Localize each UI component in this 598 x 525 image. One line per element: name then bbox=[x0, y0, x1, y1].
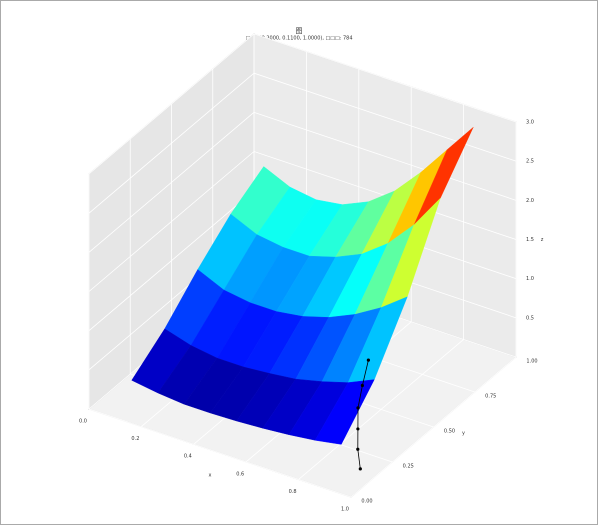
y-tick-label: 0.75 bbox=[485, 394, 496, 400]
z-tick-label: 3.0 bbox=[526, 120, 534, 126]
grid-line bbox=[88, 72, 255, 214]
path-point bbox=[356, 406, 360, 410]
path-point bbox=[356, 447, 360, 451]
path-point bbox=[366, 358, 370, 362]
z-tick-label: 2.5 bbox=[526, 159, 534, 165]
z-tick-label: 0.5 bbox=[526, 315, 534, 321]
x-tick-label: 1.0 bbox=[341, 507, 349, 513]
grid-line bbox=[253, 111, 517, 201]
z-tick-label: 1.5 bbox=[526, 237, 534, 243]
z-tick-label: 2.0 bbox=[526, 198, 534, 204]
y-tick-label: 0.50 bbox=[444, 429, 455, 435]
grid-line bbox=[88, 151, 255, 292]
x-tick-label: 0.8 bbox=[289, 489, 297, 495]
grid-line bbox=[88, 190, 255, 331]
surface-patch bbox=[314, 379, 375, 445]
x-tick-label: 0.4 bbox=[184, 454, 192, 460]
grid-line bbox=[88, 112, 255, 253]
z-axis-label: z bbox=[541, 237, 544, 243]
chart-title: 图 bbox=[296, 27, 303, 35]
path-point bbox=[360, 383, 364, 388]
y-tick-label: 0.25 bbox=[403, 464, 414, 470]
chart-subtitle: □□□(0.2000, 0.1100, 1.0000), □□□: 784 bbox=[245, 36, 352, 42]
grid-line bbox=[88, 408, 352, 498]
z-tick-label: 1.0 bbox=[526, 276, 534, 282]
x-tick-label: 0.0 bbox=[79, 419, 87, 425]
x-tick-label: 0.2 bbox=[131, 436, 139, 442]
y-tick-label: 1.00 bbox=[526, 359, 537, 365]
x-tick-label: 0.6 bbox=[236, 471, 244, 477]
y-axis-label: y bbox=[462, 431, 465, 437]
grid-line bbox=[253, 33, 517, 123]
path-point bbox=[356, 427, 360, 431]
path-line bbox=[357, 360, 369, 469]
grid-line bbox=[88, 33, 255, 175]
path-point bbox=[358, 467, 362, 471]
y-tick-label: 0.00 bbox=[361, 499, 372, 505]
grid-line bbox=[253, 72, 517, 162]
x-axis-label: x bbox=[209, 473, 212, 479]
